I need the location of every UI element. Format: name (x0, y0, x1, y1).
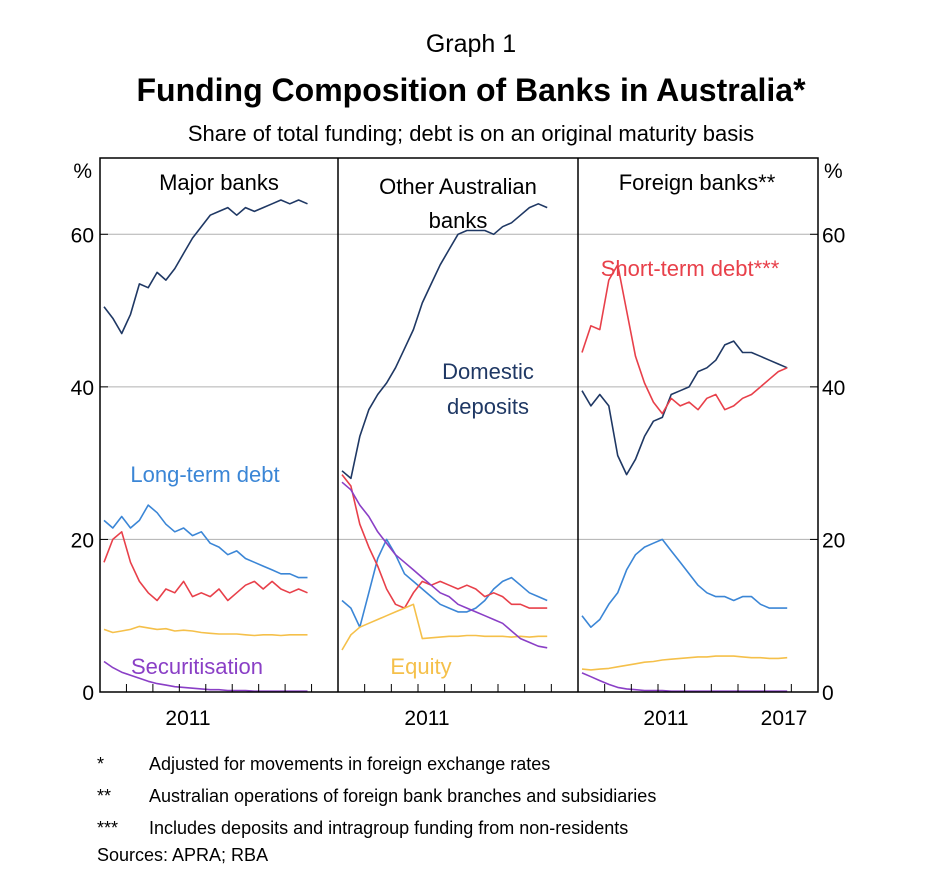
footnote: *** Includes deposits and intragroup fun… (97, 812, 656, 844)
series-line-equity (581, 655, 788, 671)
series-line-short-term-debt (581, 263, 788, 415)
chart-title: Funding Composition of Banks in Australi… (136, 72, 806, 108)
y-tick-label-right: 60 (822, 224, 845, 247)
y-tick-label-right: 0 (822, 682, 834, 705)
panel-title: banks (429, 208, 488, 233)
series-line-domestic-deposits (103, 199, 308, 335)
y-tick-label-left: 20 (71, 529, 94, 552)
x-tick-label: 2017 (761, 707, 808, 730)
series-line-equity (103, 625, 308, 637)
series-label-equity: Equity (390, 654, 451, 679)
series-line-short-term-debt (341, 474, 548, 609)
series-line-short-term-debt (103, 530, 308, 602)
footnote-text: Adjusted for movements in foreign exchan… (149, 754, 551, 774)
y-tick-label-left: 60 (71, 224, 94, 247)
footnote: * Adjusted for movements in foreign exch… (97, 748, 656, 780)
series-label-domestic-deposits: Domestic (442, 359, 534, 384)
series-label-long-term-debt: Long-term debt (130, 462, 279, 487)
series-line-equity (341, 603, 548, 651)
y-tick-label-left: 40 (71, 377, 94, 400)
panel-title: Major banks (159, 170, 279, 195)
plot-frame (99, 157, 819, 693)
series-label-securitisation: Securitisation (131, 654, 263, 679)
x-tick-label: 2011 (165, 707, 210, 730)
series-label-domestic-deposits: deposits (447, 394, 529, 419)
y-unit-left: % (73, 160, 92, 183)
series-line-domestic-deposits (581, 340, 788, 476)
chart-subtitle: Share of total funding; debt is on an or… (187, 121, 755, 146)
series-line-securitisation (341, 481, 548, 649)
sources: Sources: APRA; RBA (97, 845, 269, 865)
series-line-domestic-deposits (341, 203, 548, 480)
series-line-long-term-debt (103, 504, 308, 579)
y-tick-label-left: 0 (82, 682, 94, 705)
footnote-mark: * (97, 754, 105, 774)
footnote-text: Includes deposits and intragroup funding… (149, 818, 629, 838)
y-tick-label-right: 40 (822, 377, 845, 400)
footnote: ** Australian operations of foreign bank… (97, 780, 656, 812)
footnote-text: Australian operations of foreign bank br… (149, 786, 657, 806)
y-tick-label-right: 20 (822, 529, 845, 552)
footnote-mark: ** (97, 786, 112, 806)
panel-title: Other Australian (379, 174, 537, 199)
series-label-short-term-debt: Short-term debt*** (601, 256, 780, 281)
series-line-long-term-debt (581, 538, 788, 629)
footnote-mark: *** (97, 818, 119, 838)
graph-label: Graph 1 (425, 30, 517, 58)
y-unit-right: % (824, 160, 843, 183)
footnotes: * Adjusted for movements in foreign exch… (97, 748, 656, 844)
x-tick-label: 2011 (404, 707, 449, 730)
x-tick-label: 2011 (643, 707, 688, 730)
panel-title: Foreign banks** (619, 170, 776, 195)
